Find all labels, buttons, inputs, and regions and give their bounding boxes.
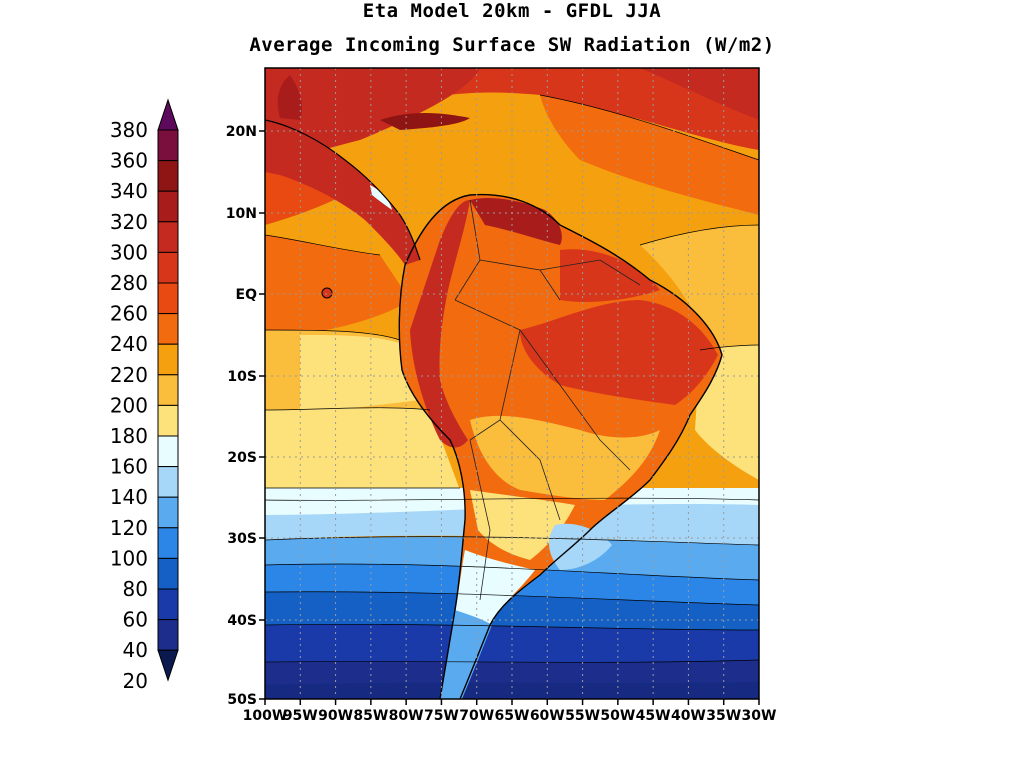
colorbar-label: 320 <box>110 210 148 234</box>
lon-tick-label: 55W <box>565 708 600 724</box>
field-band-northeast <box>640 68 759 120</box>
coastline-central-america <box>265 119 421 261</box>
colorbar-label: 280 <box>110 271 148 295</box>
colorbar-label: 360 <box>110 149 148 173</box>
lon-tick-label: 45W <box>636 708 671 724</box>
field-band-80 <box>265 591 759 630</box>
contour-lines <box>265 94 759 663</box>
map-subtitle: Average Incoming Surface SW Radiation (W… <box>249 34 775 56</box>
colorbar-label: 240 <box>110 332 148 356</box>
lat-tick-label: 50S <box>227 692 257 708</box>
lon-tick-label: 80W <box>389 708 424 724</box>
lon-tick-label: 35W <box>706 708 741 724</box>
colorbar-label: 340 <box>110 179 148 203</box>
colorbar-label: 40 <box>123 638 148 662</box>
country-borders <box>454 199 641 601</box>
lon-tick-label: 70W <box>459 708 494 724</box>
lat-tick-label: 30S <box>227 531 257 547</box>
colorbar-label: 220 <box>110 363 148 387</box>
radiation-map <box>265 68 759 699</box>
galapagos-islands <box>321 287 333 299</box>
colorbar: 380 360 340 320 300 280 260 240 220 200 180 160 140 1… <box>110 98 179 693</box>
field-band-caribbean <box>265 68 480 165</box>
colorbar-swatch <box>157 466 179 498</box>
lon-tick-label: 75W <box>424 708 459 724</box>
colorbar-bottom-arrow <box>157 649 179 682</box>
colorbar-label: 380 <box>110 118 148 142</box>
lon-tick-label: 95W <box>283 708 318 724</box>
colorbar-swatch <box>157 435 179 468</box>
colorbar-top-arrow <box>157 98 179 131</box>
map-title: Eta Model 20km - GFDL JJA <box>362 0 662 22</box>
pacific-light-spot <box>370 185 392 210</box>
lon-tick-label: 40W <box>671 708 706 724</box>
colorbar-label: 100 <box>110 546 148 570</box>
colorbar-swatch <box>157 527 179 559</box>
lon-tick-label: 90W <box>318 708 353 724</box>
colorbar-swatch <box>157 190 179 223</box>
field-band-pacific-eq <box>265 235 410 340</box>
coastline-east <box>404 193 723 699</box>
lon-tick-label: 50W <box>600 708 635 724</box>
field-band-60 <box>265 624 759 663</box>
central-america-land <box>265 120 420 265</box>
land-band-center <box>470 415 660 500</box>
colorbar-label: 260 <box>110 302 148 326</box>
colorbar-swatch <box>157 313 179 345</box>
colorbar-swatch <box>157 343 179 376</box>
lon-tick-label: 100W <box>243 708 288 724</box>
colorbar-swatch <box>157 374 179 406</box>
field-band-160 <box>265 488 759 520</box>
caribbean-islands <box>380 113 470 130</box>
lon-tick-label: 65W <box>495 708 530 724</box>
field-band-subtropic <box>265 407 460 490</box>
graticule <box>265 68 759 699</box>
field-band-40b <box>265 682 759 699</box>
colorbar-label: 160 <box>110 455 148 479</box>
colorbar-label: 80 <box>123 577 148 601</box>
lat-tick-label: 20S <box>227 450 257 466</box>
colorbar-swatch <box>157 282 179 315</box>
colorbar-swatch <box>157 160 179 192</box>
lat-tick-label: 40S <box>227 613 257 629</box>
colorbar-swatch <box>157 496 179 529</box>
colorbar-swatch <box>157 588 179 621</box>
colorbar-label: 200 <box>110 393 148 417</box>
colorbar-swatch <box>157 557 179 590</box>
lat-tick-label: EQ <box>236 287 258 303</box>
colorbar-swatch <box>157 404 179 437</box>
coastline-west <box>398 264 466 699</box>
land-band-patagonia <box>440 610 492 699</box>
field-band-pacific-light <box>300 335 420 415</box>
colorbar-label: 300 <box>110 240 148 264</box>
land-band-uruguay <box>548 523 612 570</box>
field-band-atlantic-north <box>540 95 759 215</box>
colorbar-swatch <box>157 619 179 651</box>
lat-tick-label: 20N <box>226 124 257 140</box>
colorbar-swatch <box>157 251 179 284</box>
colorbar-swatch <box>157 129 179 162</box>
colorbar-label: 180 <box>110 424 148 448</box>
mexico-land <box>277 75 302 120</box>
lon-tick-label: 60W <box>530 708 565 724</box>
colorbar-label: 140 <box>110 485 148 509</box>
land-band-brazil-high <box>520 300 718 405</box>
lat-tick-label: 10S <box>227 369 257 385</box>
colorbar-label: 60 <box>123 608 148 632</box>
colorbar-swatch <box>157 221 179 253</box>
lon-tick-label: 85W <box>353 708 388 724</box>
colorbar-label: 120 <box>110 516 148 540</box>
lon-tick-label: 30W <box>742 708 777 724</box>
land-band-colombia <box>470 198 562 245</box>
land-band-andes <box>410 200 470 448</box>
lat-tick-label: 10N <box>226 206 257 222</box>
land-band-pampas <box>470 490 575 560</box>
colorbar-label: 20 <box>123 669 148 693</box>
